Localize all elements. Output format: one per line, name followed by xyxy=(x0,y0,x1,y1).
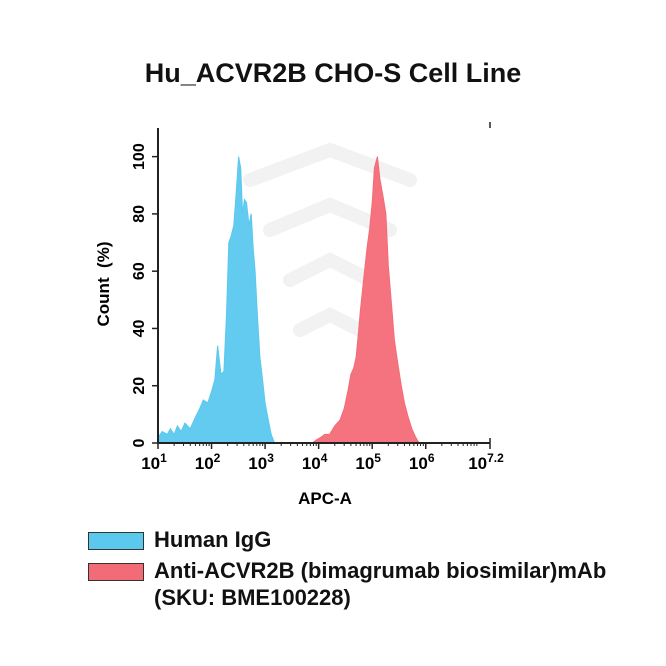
y-tick-label: 80 xyxy=(131,205,148,223)
x-tick-label: 103 xyxy=(248,451,274,473)
x-tick-label: 106 xyxy=(409,451,435,473)
legend-label: Anti-ACVR2B (bimagrumab biosimilar)mAb (… xyxy=(154,558,607,610)
x-axis-label: APC-A xyxy=(298,489,352,508)
y-tick-label: 60 xyxy=(131,262,148,280)
series-area-1 xyxy=(310,156,420,444)
y-tick-label: 100 xyxy=(131,143,148,170)
watermark-logo xyxy=(243,142,417,337)
watermark-shape xyxy=(243,142,417,337)
x-tick-label: 102 xyxy=(195,451,221,473)
histogram-areas xyxy=(157,156,420,444)
axes xyxy=(152,122,491,449)
legend: Human IgG Anti-ACVR2B (bimagrumab biosim… xyxy=(88,526,648,615)
x-tick-labels: 101 102 103 104 105 106 107.2 xyxy=(141,451,504,473)
x-tick-label: 105 xyxy=(355,451,381,473)
legend-item-anti-acvr2b: Anti-ACVR2B (bimagrumab biosimilar)mAb (… xyxy=(88,557,648,611)
series-area-0 xyxy=(157,156,276,444)
legend-swatch-blue xyxy=(88,532,144,550)
y-tick-labels: 0 20 40 60 80 100 xyxy=(131,143,148,447)
x-tick-label: 104 xyxy=(302,451,328,473)
chart-title: Hu_ACVR2B CHO-S Cell Line xyxy=(144,58,522,88)
x-tick-label: 101 xyxy=(141,451,167,473)
y-tick-label: 0 xyxy=(131,438,148,447)
y-tick-label: 20 xyxy=(131,377,148,395)
legend-item-human-igg: Human IgG xyxy=(88,526,648,553)
y-axis-label: Count (%) xyxy=(94,242,113,327)
x-tick-label: 107.2 xyxy=(468,451,504,473)
y-tick-label: 40 xyxy=(131,319,148,337)
legend-label: Human IgG xyxy=(154,527,272,552)
legend-swatch-red xyxy=(88,563,144,581)
